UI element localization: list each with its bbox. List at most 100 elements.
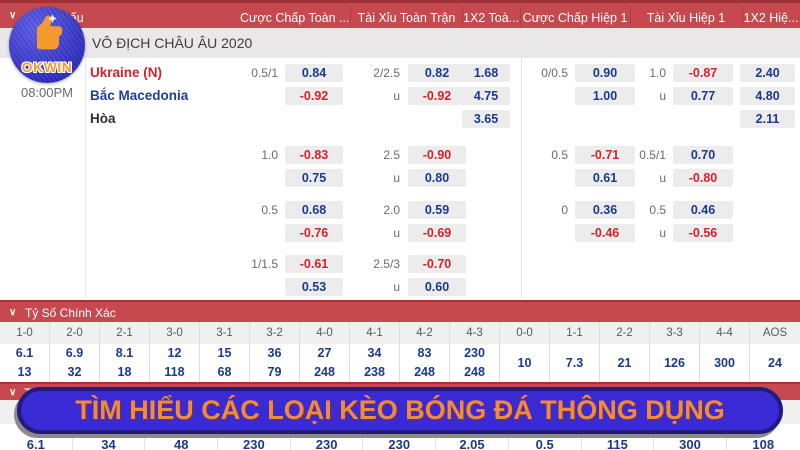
- odds-cell[interactable]: 0.53: [285, 278, 343, 296]
- score-column: 1-0 6.1 13: [0, 322, 50, 382]
- odds-cell[interactable]: 0.82: [408, 64, 466, 82]
- col-header-h1-overunder: Tài Xỉu Hiệp 1: [646, 11, 726, 25]
- score-odds[interactable]: 115: [606, 437, 628, 450]
- score-odds[interactable]: 230: [464, 346, 485, 360]
- score-column: AOS 24: [750, 322, 800, 382]
- odds-cell[interactable]: -0.76: [285, 224, 343, 242]
- score-odds[interactable]: 34: [101, 437, 116, 450]
- score-odds[interactable]: 230: [388, 437, 411, 450]
- score-odds[interactable]: 248: [414, 365, 435, 379]
- odds-cell[interactable]: 0.70: [673, 146, 733, 164]
- odds-cell[interactable]: -0.69: [408, 224, 466, 242]
- promo-banner[interactable]: TÌM HIỂU CÁC LOẠI KÈO BÓNG ĐÁ THÔNG DỤNG: [17, 387, 783, 434]
- score-odds[interactable]: 12: [167, 346, 182, 360]
- score-odds[interactable]: 21: [617, 355, 632, 370]
- odds-cell[interactable]: -0.61: [285, 255, 343, 273]
- score-odds[interactable]: 13: [17, 365, 32, 379]
- score-odds[interactable]: 18: [117, 365, 132, 379]
- header-divider: [462, 6, 463, 28]
- score-odds[interactable]: 15: [217, 346, 232, 360]
- team-home: Ukraine (N): [90, 65, 163, 80]
- overunder-line: u: [393, 89, 400, 103]
- score-odds[interactable]: 6.1: [26, 437, 45, 450]
- score-odds[interactable]: 8.1: [115, 346, 134, 360]
- score-odds[interactable]: 230: [315, 437, 338, 450]
- handicap-line: 1.0: [261, 148, 278, 162]
- odds-cell[interactable]: 2.40: [740, 64, 795, 82]
- score-odds[interactable]: 118: [164, 365, 185, 379]
- odds-cell[interactable]: 0.59: [408, 201, 466, 219]
- score-odds[interactable]: 48: [173, 437, 189, 450]
- score-odds[interactable]: 27: [317, 346, 332, 360]
- odds-cell[interactable]: -0.46: [575, 224, 635, 242]
- header-divider: [742, 6, 743, 28]
- odds-cell[interactable]: 0.68: [285, 201, 343, 219]
- header-divider: [350, 6, 351, 28]
- score-odds[interactable]: 126: [664, 355, 685, 370]
- odds-cell[interactable]: -0.83: [285, 146, 343, 164]
- score-odds[interactable]: 300: [679, 437, 701, 450]
- score-label: 2-0: [50, 322, 99, 344]
- odds-cell[interactable]: 3.65: [462, 110, 510, 128]
- score-odds[interactable]: 36: [267, 346, 282, 360]
- score-odds[interactable]: 230: [243, 437, 265, 450]
- odds-cell[interactable]: 0.75: [285, 169, 343, 187]
- chevron-down-icon[interactable]: ∨: [9, 307, 17, 318]
- score-odds[interactable]: 2.05: [459, 437, 485, 450]
- odds-cell[interactable]: 0.84: [285, 64, 343, 82]
- odds-cell[interactable]: -0.92: [408, 87, 466, 105]
- odds-cell[interactable]: 0.36: [575, 201, 635, 219]
- odds-cell[interactable]: -0.90: [408, 146, 466, 164]
- score-odds[interactable]: 34: [367, 346, 382, 360]
- score-column: 4-1 34 238: [350, 322, 400, 382]
- odds-cell[interactable]: -0.92: [285, 87, 343, 105]
- team-away: Bắc Macedonia: [90, 88, 189, 103]
- score-odds[interactable]: 24: [768, 355, 782, 370]
- col-header-ft-handicap: Cược Chấp Toàn ...: [240, 11, 350, 25]
- league-name: VÔ ĐỊCH CHÂU ÂU 2020: [92, 35, 253, 51]
- odds-cell[interactable]: 0.60: [408, 278, 466, 296]
- chevron-down-icon[interactable]: ∨: [9, 10, 17, 21]
- score-column: 0-0 10: [500, 322, 550, 382]
- odds-cell[interactable]: 0.46: [673, 201, 733, 219]
- odds-cell[interactable]: 2.11: [740, 110, 795, 128]
- odds-cell[interactable]: 4.80: [740, 87, 795, 105]
- chevron-down-icon[interactable]: ∨: [9, 387, 17, 398]
- score-odds[interactable]: 108: [752, 437, 775, 450]
- score-odds[interactable]: 6.9: [65, 346, 84, 360]
- score-odds[interactable]: 248: [314, 365, 335, 379]
- score-odds[interactable]: 7.3: [565, 355, 584, 370]
- odds-cell[interactable]: -0.56: [673, 224, 733, 242]
- score-odds[interactable]: 79: [267, 365, 282, 379]
- score-label: 0-0: [500, 322, 549, 344]
- odds-cell[interactable]: 1.68: [462, 64, 510, 82]
- odds-header-bar: ∨ Trận Đấu Cược Chấp Toàn ... Tài Xỉu To…: [0, 0, 800, 28]
- score-column: 3-2 36 79: [250, 322, 300, 382]
- col-header-h1-handicap: Cược Chấp Hiệp 1: [522, 11, 628, 25]
- odds-cell[interactable]: 0.77: [673, 87, 733, 105]
- score-odds[interactable]: 6.1: [15, 346, 34, 360]
- score-odds[interactable]: 300: [714, 355, 735, 370]
- score-odds[interactable]: 32: [67, 365, 82, 379]
- score-odds[interactable]: 0.5: [535, 437, 554, 450]
- score-odds[interactable]: 83: [417, 346, 432, 360]
- score-odds[interactable]: 10: [517, 355, 532, 370]
- overunder-line: u: [393, 226, 400, 240]
- score-odds[interactable]: 248: [464, 365, 485, 379]
- odds-cell[interactable]: -0.70: [408, 255, 466, 273]
- odds-cell[interactable]: -0.80: [673, 169, 733, 187]
- odds-cell[interactable]: -0.87: [673, 64, 733, 82]
- odds-cell[interactable]: 0.90: [575, 64, 635, 82]
- score-odds[interactable]: 68: [217, 365, 232, 379]
- odds-cell[interactable]: 1.00: [575, 87, 635, 105]
- header-divider: [630, 6, 631, 28]
- score-column: 2-1 8.1 18: [100, 322, 150, 382]
- score-odds[interactable]: 238: [364, 365, 385, 379]
- odds-cell[interactable]: -0.71: [575, 146, 635, 164]
- odds-cell[interactable]: 4.75: [462, 87, 510, 105]
- score-column: 3-0 12 118: [150, 322, 200, 382]
- overunder-line: 0.5/1: [639, 148, 666, 162]
- odds-cell[interactable]: 0.80: [408, 169, 466, 187]
- score-label: 1-1: [550, 322, 599, 344]
- odds-cell[interactable]: 0.61: [575, 169, 635, 187]
